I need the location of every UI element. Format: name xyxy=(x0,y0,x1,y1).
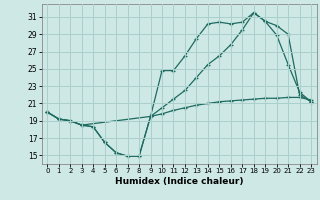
X-axis label: Humidex (Indice chaleur): Humidex (Indice chaleur) xyxy=(115,177,244,186)
